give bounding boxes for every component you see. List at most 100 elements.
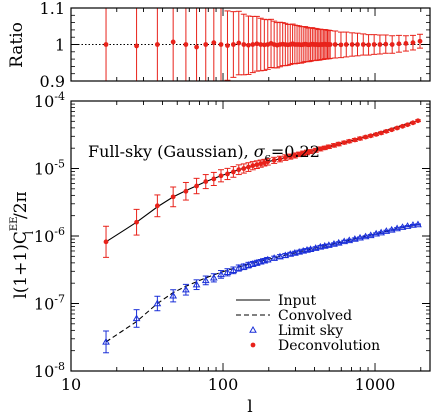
legend-item: Convolved <box>236 308 352 324</box>
deconvolution-point <box>225 171 230 177</box>
ytick-base: 10 <box>34 227 54 246</box>
limit-sky-point <box>320 242 329 249</box>
deconvolution-point <box>254 162 260 168</box>
limit-sky-point <box>201 276 210 284</box>
spectrum-ticks: 10-810-710-610-510-410 100 1000 <box>34 90 430 394</box>
annotation-sigma-sub: ϵ <box>265 151 271 164</box>
deconvolution-point <box>300 150 306 156</box>
limit-sky-point <box>316 242 325 250</box>
ratio-point <box>154 42 160 47</box>
ratio-ytick-label: 0.9 <box>40 72 65 91</box>
limit-sky-point <box>382 227 391 234</box>
ratio-point <box>211 40 217 46</box>
ratio-point <box>417 38 423 44</box>
deconvolution-point <box>373 132 379 137</box>
limit-sky-point <box>263 255 272 263</box>
legend-item: Input <box>236 293 317 309</box>
limit-sky-point <box>102 337 110 345</box>
deconvolution-point <box>313 147 319 153</box>
deconvolution-point <box>308 149 314 154</box>
limit-sky-point <box>132 314 141 322</box>
limit-sky-point <box>356 233 364 241</box>
ratio-point <box>327 42 333 47</box>
limit-sky-point <box>306 245 315 253</box>
limit-sky-point <box>366 231 375 239</box>
deconvolution-point <box>218 173 224 179</box>
deconvolution-point <box>246 164 251 170</box>
deconvolution-point <box>383 128 389 134</box>
deconvolution-point <box>211 176 217 182</box>
deconvolution-point <box>296 151 302 157</box>
limit-sky-point <box>409 221 417 228</box>
limit-sky-point <box>153 299 162 307</box>
deconvolution-point <box>304 150 310 155</box>
spectrum-plot-frame <box>70 100 431 372</box>
ratio-point <box>410 40 416 46</box>
deconvolution-point <box>230 169 236 175</box>
deconvolution-point <box>265 159 271 165</box>
deconvolution-point <box>322 145 328 151</box>
legend-item: Deconvolution <box>250 338 380 354</box>
limit-sky-point <box>334 238 343 246</box>
annotation-value: =0.22 <box>271 142 320 161</box>
ratio-point <box>218 42 224 47</box>
ylabel-suffix: /2π <box>11 191 31 219</box>
panel-annotation: Full-sky (Gaussian), σϵ=0.22 <box>88 142 320 164</box>
spectrum-ytick-label: 10-5 <box>34 158 65 179</box>
limit-sky-point <box>281 251 290 259</box>
limit-sky-point <box>311 244 320 251</box>
ylabel-superscript: EE <box>9 217 20 232</box>
annotation-prefix: Full-sky (Gaussian), <box>88 142 254 161</box>
deconvolution-point <box>203 179 209 184</box>
ytick-base: 10 <box>34 362 54 381</box>
deconvolution-point <box>134 219 139 225</box>
ratio-point <box>203 42 209 47</box>
ratio-panel: 0.9 1 1.1 Ratio <box>7 0 431 91</box>
limit-sky-point <box>291 248 299 256</box>
deconvolution-point <box>241 166 247 171</box>
deconvolution-point <box>352 137 358 143</box>
ratio-point <box>343 42 349 47</box>
ytick-base: 10 <box>34 295 54 314</box>
ratio-ytick-label: 1 <box>55 36 65 55</box>
limit-sky-point <box>286 250 295 257</box>
spectrum-ytick-label: 10-7 <box>34 293 65 314</box>
ylabel-prefix: l(1+1)C <box>11 231 31 299</box>
spectrum-panel: 10-810-710-610-510-410 100 1000 Full-sky (… <box>9 90 431 416</box>
legend-triangle-marker <box>249 325 257 333</box>
legend-dot-marker <box>250 342 256 348</box>
limit-sky-point <box>361 232 370 240</box>
convolved-line <box>105 223 421 343</box>
limit-sky-point <box>229 266 238 274</box>
ratio-point <box>134 43 139 49</box>
deconvolution-point <box>341 140 347 145</box>
ratio-point <box>103 42 109 47</box>
ytick-exponent: -6 <box>54 225 65 238</box>
ratio-point <box>371 42 377 47</box>
ratio-point <box>241 42 247 47</box>
spectrum-ytick-label: 10-4 <box>34 90 65 111</box>
limit-sky-point <box>234 264 243 271</box>
deconvolution-point <box>317 146 323 152</box>
ratio-point <box>366 42 371 48</box>
limit-sky-point <box>239 262 248 270</box>
ytick-exponent: -4 <box>54 90 65 103</box>
limit-sky-point <box>377 228 385 236</box>
ratio-point <box>254 41 260 47</box>
ratio-point <box>250 42 256 47</box>
limit-sky-point <box>387 225 396 233</box>
ratio-point <box>258 42 264 47</box>
ratio-point <box>332 42 338 47</box>
spectrum-xtick-label: 1000 <box>355 375 396 394</box>
ratio-plot-frame <box>70 7 431 82</box>
spectrum-marks <box>102 118 422 354</box>
deconvolution-point <box>292 153 298 158</box>
deconvolution-point <box>410 120 416 126</box>
ratio-point <box>170 39 176 45</box>
ratio-point <box>349 42 355 47</box>
ratio-point <box>236 40 242 46</box>
ratio-point <box>403 41 409 46</box>
ratio-point <box>377 42 383 47</box>
